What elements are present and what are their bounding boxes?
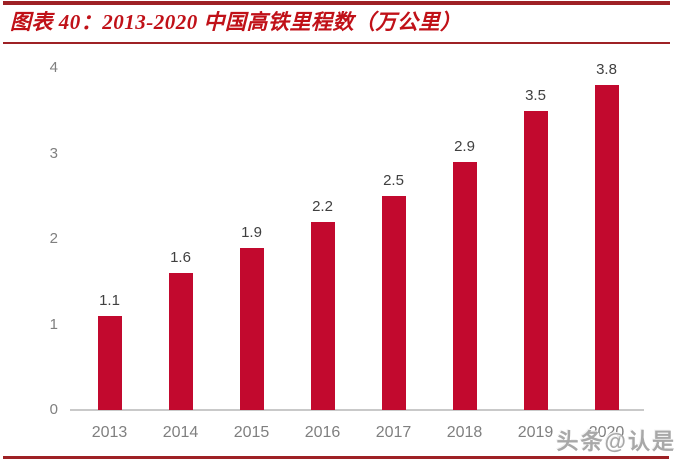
bar (239, 248, 264, 410)
bar-value-label: 2.9 (454, 138, 475, 155)
figure-caption: 图表 40：2013-2020 中国高铁里程数（万公里） (10, 10, 462, 34)
bar-value-label: 2.2 (312, 198, 333, 215)
x-tick-label: 2018 (446, 424, 483, 441)
y-tick-label: 3 (49, 144, 58, 162)
x-axis-line (70, 409, 644, 411)
bar (381, 196, 406, 410)
x-tick-label: 2014 (162, 424, 199, 441)
bar-value-label: 1.6 (170, 249, 191, 266)
top-border-rule (3, 1, 670, 5)
bar-value-label: 1.9 (241, 224, 262, 241)
caption-underline-rule (3, 42, 670, 44)
y-tick-label: 4 (49, 59, 58, 76)
y-tick-label: 2 (49, 230, 58, 247)
bar (310, 222, 335, 410)
bar-value-label: 1.1 (99, 292, 120, 309)
bar (594, 85, 619, 410)
bottom-border-rule (3, 456, 669, 459)
x-tick-label: 2013 (91, 424, 128, 441)
x-tick-label: 2017 (375, 424, 412, 441)
x-tick-label: 2020 (588, 424, 625, 441)
y-tick-label: 1 (49, 315, 58, 333)
bar-value-label: 3.8 (596, 61, 617, 78)
y-tick-label: 0 (49, 401, 58, 418)
bar (168, 273, 193, 410)
bar (97, 316, 122, 410)
watermark: 头条@认是 (556, 429, 676, 454)
x-tick-label: 2015 (233, 424, 270, 441)
bar-value-label: 2.5 (383, 172, 404, 189)
bar-value-label: 3.5 (525, 87, 546, 104)
x-tick-label: 2016 (304, 424, 341, 441)
bar (452, 162, 477, 410)
x-tick-label: 2019 (517, 424, 554, 441)
bar (523, 111, 548, 410)
